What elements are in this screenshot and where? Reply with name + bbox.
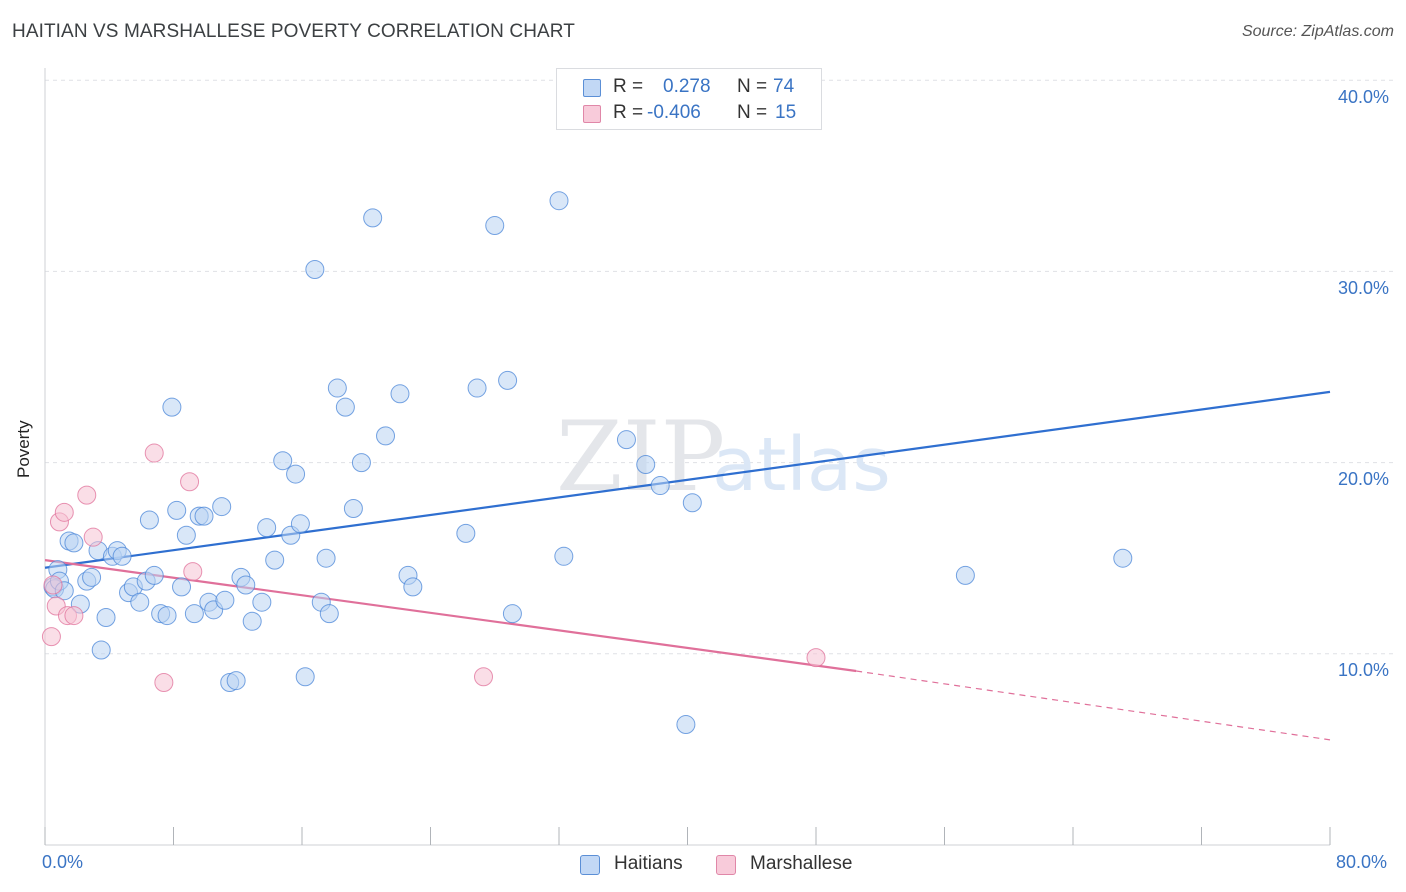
grid-lines: [45, 79, 1395, 655]
marshallese-point: [43, 575, 63, 595]
haitians-point: [257, 518, 277, 538]
haitians-point: [82, 567, 102, 587]
haitians-point: [91, 640, 111, 660]
haitians-point: [64, 533, 84, 553]
marshallese-point: [183, 562, 203, 582]
y-tick-label: 10.0%: [1338, 660, 1390, 680]
haitians-point: [130, 592, 150, 612]
haitians-point: [96, 607, 116, 627]
marshallese-point: [180, 472, 200, 492]
haitians-point: [676, 715, 696, 735]
haitians-point: [212, 497, 232, 517]
r-value: -0.406: [647, 102, 701, 123]
haitians-point: [172, 577, 192, 597]
legend-swatch-pink: [716, 855, 736, 875]
haitians-point: [144, 565, 164, 585]
data-points: [41, 191, 1133, 735]
haitians-point: [650, 476, 670, 496]
haitians-point: [955, 565, 975, 585]
n-label: N =: [737, 102, 768, 123]
r-label: R =: [613, 76, 644, 97]
haitians-point: [351, 453, 371, 473]
legend-row-marshallese: R = -0.406 N = 15: [557, 101, 821, 127]
haitians-point: [184, 604, 204, 624]
haitians-point: [305, 260, 325, 280]
haitians-point: [319, 604, 339, 624]
legend-swatch-blue: [583, 79, 601, 97]
y-tick-label: 40.0%: [1338, 87, 1390, 107]
haitians-point: [316, 548, 336, 568]
r-value: 0.278: [663, 76, 711, 97]
y-tick-label: 30.0%: [1338, 278, 1390, 298]
legend-swatch-pink: [583, 105, 601, 123]
watermark: ZIP atlas: [556, 401, 891, 513]
legend-label-marshallese: Marshallese: [750, 853, 853, 874]
haitians-point: [242, 611, 262, 631]
haitians-point: [467, 378, 487, 398]
x-axis-min-label: 0.0%: [42, 852, 84, 872]
haitians-trend-line: [44, 390, 1331, 569]
haitians-point: [273, 451, 293, 471]
legend-label-haitians: Haitians: [614, 853, 683, 874]
haitians-point: [682, 493, 702, 513]
source-label: Source: ZipAtlas.com: [1241, 23, 1394, 40]
haitians-point: [343, 499, 363, 519]
haitians-point: [265, 550, 285, 570]
haitians-point: [554, 546, 574, 566]
axes: [44, 68, 1331, 846]
marshallese-point: [474, 667, 494, 687]
haitians-point: [176, 525, 196, 545]
haitians-point: [157, 606, 177, 626]
legend-swatch-blue: [580, 855, 600, 875]
haitians-point: [502, 604, 522, 624]
haitians-point: [290, 514, 310, 534]
haitians-point: [636, 455, 656, 475]
haitians-point: [363, 208, 383, 228]
n-value: 74: [773, 76, 795, 97]
haitians-point: [162, 397, 182, 417]
legend-row-haitians: R = 0.278 N = 74: [557, 75, 821, 101]
n-label: N =: [737, 76, 768, 97]
haitians-point: [327, 378, 347, 398]
haitians-point: [403, 577, 423, 597]
marshallese-point: [77, 485, 97, 505]
haitians-point: [1113, 548, 1133, 568]
haitians-point: [215, 590, 235, 610]
haitians-point: [390, 384, 410, 404]
y-tick-label: 20.0%: [1338, 469, 1390, 489]
marshallese-point: [54, 502, 74, 522]
haitians-point: [167, 500, 187, 520]
marshallese-point: [144, 443, 164, 463]
haitians-point: [335, 397, 355, 417]
haitians-point: [549, 191, 569, 211]
y-axis-label: Poverty: [14, 420, 33, 478]
x-axis-max-label: 80.0%: [1336, 852, 1388, 872]
haitians-point: [112, 546, 132, 566]
marshallese-point: [806, 648, 826, 668]
marshallese-point: [154, 672, 174, 692]
marshallese-point: [83, 527, 103, 547]
marshallese-point: [41, 627, 61, 647]
haitians-point: [498, 370, 518, 390]
haitians-point: [286, 464, 306, 484]
haitians-point: [236, 575, 256, 595]
r-label: R =: [613, 102, 644, 123]
chart-title: HAITIAN VS MARSHALLESE POVERTY CORRELATI…: [12, 21, 575, 42]
n-value: 15: [775, 102, 797, 123]
correlation-legend: R = 0.278 N = 74 R = -0.406 N = 15: [556, 68, 822, 130]
marshallese-trend-extension: [856, 670, 1331, 741]
haitians-point: [226, 671, 246, 691]
haitians-point: [376, 426, 396, 446]
haitians-point: [485, 216, 505, 236]
haitians-point: [295, 667, 315, 687]
haitians-point: [456, 523, 476, 543]
haitians-point: [252, 592, 272, 612]
haitians-point: [139, 510, 159, 530]
marshallese-point: [64, 606, 84, 626]
haitians-point: [194, 506, 214, 526]
haitians-point: [616, 430, 636, 450]
